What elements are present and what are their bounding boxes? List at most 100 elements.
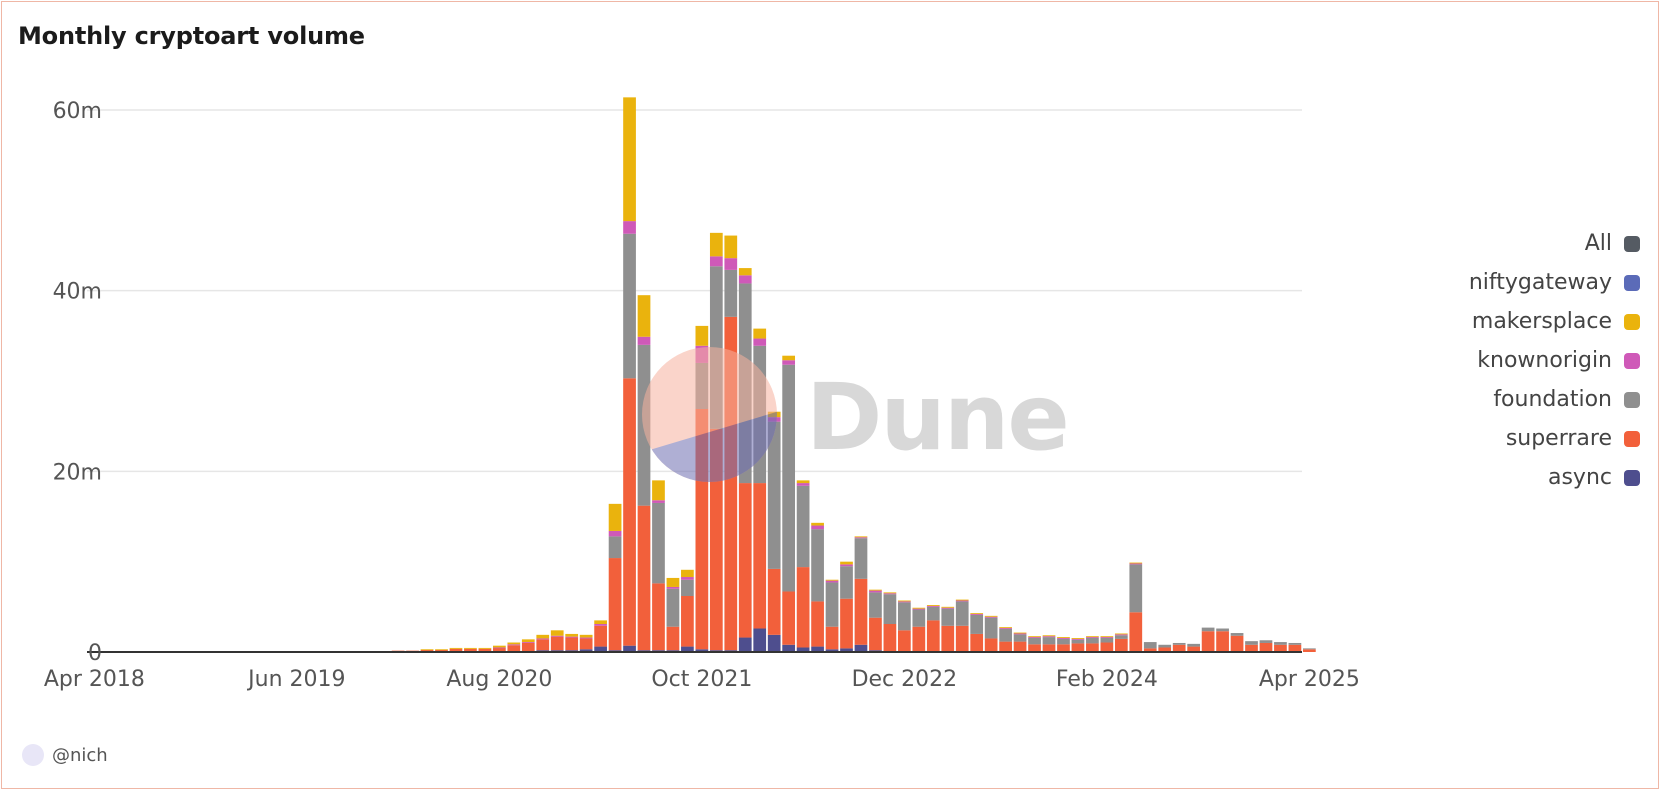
legend-swatch [1624,274,1640,291]
bar-knownorigin [811,525,824,530]
bar-knownorigin [594,623,607,626]
legend-label: superrare [1505,426,1612,451]
y-tick-label: 20m [53,460,102,485]
bar-async [695,649,709,652]
bar-superrare [536,639,550,651]
legend-item-knownorigin[interactable]: knownorigin [1320,341,1640,380]
bar-superrare [999,641,1012,652]
bar-async [579,649,593,652]
bar-makersplace [594,620,607,624]
legend-label: foundation [1493,387,1612,412]
bar-makersplace [1071,637,1085,639]
bar-knownorigin [507,644,521,646]
bar-makersplace [565,633,579,637]
legend-item-makersplace[interactable]: makersplace [1320,302,1640,341]
bar-superrare [550,636,564,651]
bar-makersplace [652,480,665,501]
bar-foundation [883,594,897,624]
legend-item-foundation[interactable]: foundation [1320,380,1640,419]
bar-foundation [623,233,636,379]
bar-superrare [840,598,853,649]
author-credit[interactable]: @nich [22,744,108,766]
bar-knownorigin [1028,637,1041,638]
legend-swatch [1624,235,1640,252]
bar-makersplace [536,634,550,639]
bar-superrare [1143,648,1157,652]
bar-makersplace [796,480,810,484]
bar-foundation [1303,648,1316,650]
bar-makersplace [637,295,651,337]
bar-makersplace [464,647,477,649]
bar-foundation [1114,635,1128,639]
bar-foundation [869,592,882,618]
bar-knownorigin [898,601,911,603]
bar-foundation [926,606,940,621]
bar-superrare [1216,631,1229,652]
bar-superrare [1245,644,1258,652]
bar-superrare [955,625,969,652]
legend-item-async[interactable]: async [1320,458,1640,497]
bar-foundation [1042,637,1056,645]
bar-knownorigin [1100,637,1114,638]
legend-label: All [1584,231,1612,256]
bar-knownorigin [724,258,738,270]
bar-knownorigin [1129,563,1143,565]
bar-async [681,646,694,652]
bar-knownorigin [652,500,665,503]
bar-knownorigin [637,336,651,345]
bar-knownorigin [1114,634,1128,636]
bar-foundation [652,502,665,584]
bar-foundation [999,628,1012,642]
x-tick-label: Apr 2025 [1259,667,1360,692]
bar-superrare [1129,612,1143,652]
bar-superrare [594,625,607,647]
legend-item-superrare[interactable]: superrare [1320,419,1640,458]
bar-knownorigin [565,636,579,638]
bar-makersplace [709,232,723,257]
legend: All niftygateway makersplace knownorigin fou… [1320,224,1640,497]
bar-superrare [1100,642,1114,652]
bar-foundation [1057,638,1070,645]
bar-async [840,648,853,652]
legend-item-niftygateway[interactable]: niftygateway [1320,263,1640,302]
bar-superrare [565,637,579,651]
bar-superrare [1114,638,1128,652]
bar-knownorigin [493,647,506,649]
bar-superrare [825,626,839,650]
bar-knownorigin [955,600,969,602]
bar-makersplace [753,328,767,339]
legend-swatch [1624,352,1640,369]
chart-title: Monthly cryptoart volume [18,22,365,50]
bar-superrare [478,648,492,652]
legend-item-all[interactable]: All [1320,224,1640,263]
bar-knownorigin [926,605,940,607]
bar-knownorigin [1071,638,1085,640]
bar-superrare [883,623,897,652]
bar-superrare [941,625,955,652]
bar-superrare [623,378,636,646]
bar-knownorigin [1086,637,1099,638]
y-tick-label: 60m [53,99,102,124]
bar-knownorigin [681,577,694,580]
bar-superrare [1086,643,1099,652]
bar-superrare [1172,644,1186,652]
bar-makersplace [854,536,868,538]
bar-knownorigin [550,635,564,637]
bar-makersplace [926,605,940,606]
bar-knownorigin [753,338,767,346]
bar-async [825,649,839,652]
legend-label: async [1547,465,1612,490]
bar-foundation [1245,641,1258,645]
bar-knownorigin [1013,633,1027,635]
bar-knownorigin [666,586,680,589]
bar-superrare [1028,644,1041,652]
bar-makersplace [695,325,709,346]
bar-foundation [955,601,969,626]
bar-makersplace [478,647,492,649]
bar-makersplace [1042,635,1056,637]
bar-superrare [984,638,998,652]
legend-swatch [1624,469,1640,486]
bar-foundation [1259,640,1273,643]
bar-knownorigin [796,483,810,486]
